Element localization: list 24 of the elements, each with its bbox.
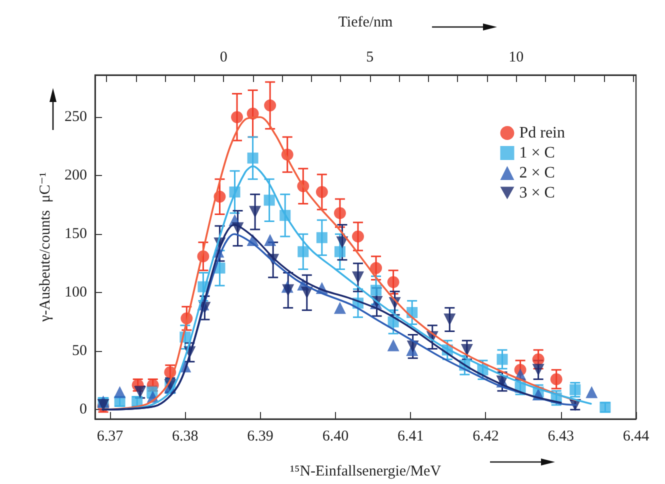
x-tick-label: 6.44 [622, 428, 650, 444]
y-tick-label: 150 [64, 226, 87, 242]
y-tick-label: 50 [72, 343, 87, 360]
x-tick-label: 6.38 [172, 428, 198, 444]
legend-label: Pd rein [519, 124, 566, 142]
legend-label: 2 × C [519, 164, 555, 182]
y-axis-title: γ-Ausbeute/counts μC⁻¹ [38, 172, 54, 323]
y-tick-label: 200 [64, 168, 87, 184]
x-tick-label: 6.42 [472, 428, 499, 444]
y-tick-label: 0 [80, 402, 87, 418]
x-tick-label: 6.43 [548, 428, 574, 444]
legend-label: 3 × C [519, 184, 555, 202]
x-tick-label: 6.41 [397, 428, 424, 444]
y-tick-label: 100 [64, 284, 87, 301]
x2-tick-label: 0 [220, 50, 228, 66]
legend-label: 1 × C [519, 144, 555, 162]
x2-tick-label: 10 [508, 50, 524, 66]
x-tick-label: 6.37 [96, 428, 124, 444]
y-tick-label: 250 [64, 109, 87, 126]
x2-tick-label: 5 [366, 50, 374, 66]
x-tick-label: 6.40 [322, 428, 349, 444]
x-axis-title: ¹⁵N-Einfallsenergie/MeV [290, 464, 442, 480]
x2-axis-title: Tiefe/nm [338, 14, 394, 30]
x-tick-label: 6.39 [247, 428, 274, 444]
